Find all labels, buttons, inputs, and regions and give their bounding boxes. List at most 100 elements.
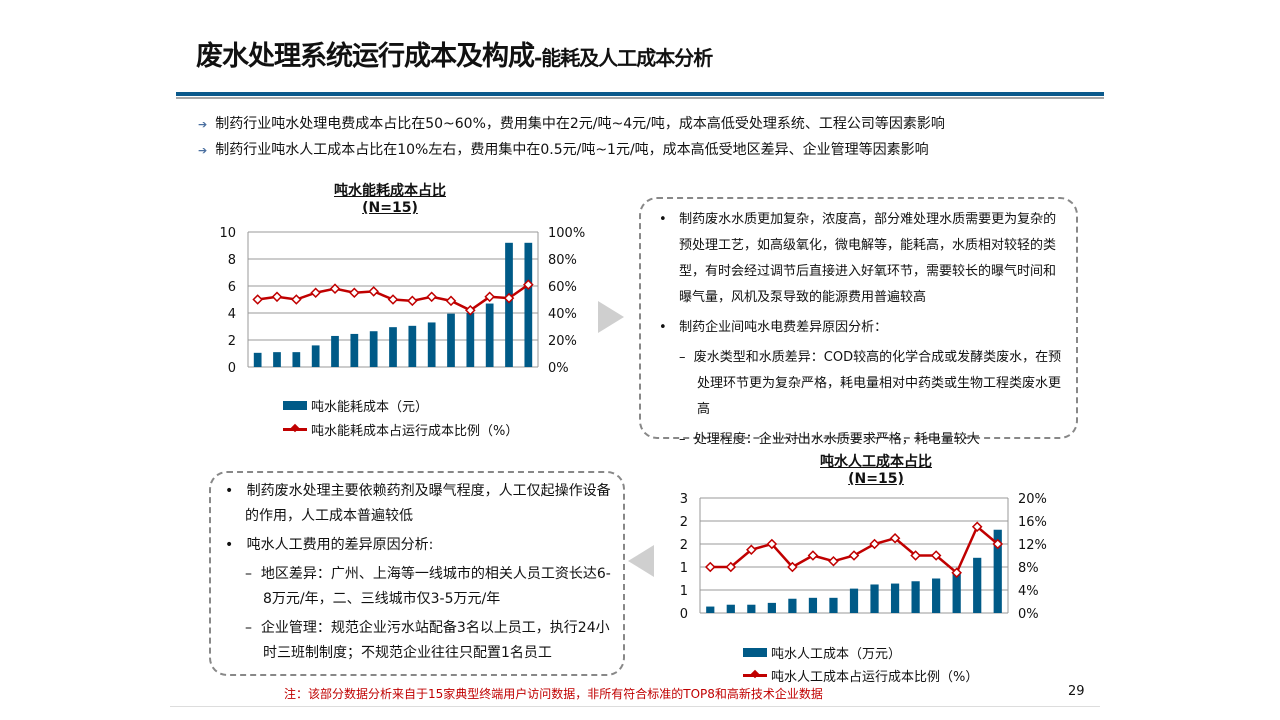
bullet-text: 废水类型和水质差异：COD较高的化学合成或发酵类废水，在预处理环节更为复杂严格，… (693, 350, 1062, 417)
legend-item: 吨水能耗成本（元） (283, 396, 428, 415)
bar (292, 352, 301, 367)
line-marker (869, 538, 880, 550)
line-marker (387, 294, 399, 305)
chart-title: 吨水能耗成本占比 (334, 183, 446, 199)
line-marker (252, 294, 263, 305)
legend-bar-swatch (283, 401, 307, 410)
line-marker (746, 544, 757, 556)
line-marker (766, 538, 778, 550)
legend-line-swatch (743, 674, 767, 677)
labor-cost-chart: 0 0% 1 4% 1 8% 2 12% 2 16% 3 20% (680, 492, 1047, 622)
y-tick-label: 1 (680, 584, 688, 599)
y2-tick-label: 12% (1018, 538, 1047, 553)
arrow-icon: ➔ (198, 118, 208, 131)
bullet-text: 制药废水水质更加复杂，浓度高，部分难处理水质需要更为复杂的预处理工艺，如高级氧化… (679, 212, 1057, 305)
legend-item: 吨水人工成本占运行成本比例（%） (743, 666, 978, 685)
line-marker (445, 295, 457, 307)
y2-tick-label: 60% (548, 280, 577, 295)
line-marker (484, 291, 495, 303)
bar (466, 313, 475, 367)
bar (505, 242, 513, 367)
legend-bar-swatch (743, 648, 767, 657)
line-marker (828, 555, 839, 567)
box-subbullet: – 处理程度：企业对出水水质要求严格，耗电量较大 (679, 432, 980, 447)
bar (932, 578, 941, 613)
bar (427, 322, 436, 367)
footnote: 注：该部分数据分析来自于15家典型终端用户访问数据，非所有符合标准的TOP8和高… (284, 687, 823, 701)
bar (447, 313, 455, 367)
line-marker (725, 561, 737, 573)
y-tick-label: 3 (680, 492, 688, 507)
y2-tick-label: 100% (548, 226, 585, 241)
box-bullet: • 制药企业间吨水电费差异原因分析： (659, 320, 888, 335)
bar (849, 588, 859, 613)
bar (350, 333, 359, 367)
bar (808, 597, 818, 613)
legend-label: 吨水人工成本占运行成本比例（%） (771, 670, 979, 685)
y-tick-label: 0 (228, 361, 236, 376)
y-tick-label: 10 (219, 226, 236, 241)
line-marker (971, 521, 983, 533)
y2-tick-label: 4% (1018, 584, 1039, 599)
bar (993, 529, 1002, 613)
bar (911, 581, 920, 613)
arrow-icon: ➔ (198, 144, 208, 157)
page-number: 29 (1068, 684, 1085, 699)
chart2-title: 吨水人工成本占比 (N=15) (776, 451, 976, 487)
line-marker (368, 286, 379, 297)
bullet-text: 吨水人工费用的差异原因分析: (246, 537, 434, 553)
arrow-right-icon (598, 301, 624, 333)
legend-label: 吨水人工成本（万元） (771, 647, 902, 662)
line-marker (407, 295, 418, 307)
y2-tick-label: 40% (548, 307, 577, 322)
y-tick-label: 1 (680, 561, 688, 576)
bar (369, 331, 378, 367)
bar (870, 584, 879, 613)
energy-cost-chart: 0 0% 2 20% 4 40% 6 60% 8 80% 10 100% (219, 226, 585, 376)
bullet-text: 处理程度：企业对出水水质要求严格，耗电量较大 (693, 432, 980, 447)
line-marker (951, 567, 962, 579)
bullet-text: 制药企业间吨水电费差异原因分析： (679, 320, 888, 335)
box-bullet: • 制药废水处理主要依赖药剂及曝气程度，人工仅起操作设备的作用，人工成本普遍较低 (225, 483, 611, 524)
bar (524, 242, 533, 367)
title-divider (176, 92, 1104, 96)
bar (747, 604, 756, 613)
bar (311, 345, 320, 367)
line-marker (910, 550, 921, 561)
line-marker (465, 304, 476, 316)
bullet-text: 地区差异：广州、上海等一线城市的相关人员工资长达6-8万元/年，二、三线城市仅3… (260, 566, 611, 607)
y-tick-label: 8 (228, 253, 236, 268)
bar (253, 352, 262, 367)
line-marker (291, 294, 302, 305)
line-marker (503, 292, 515, 304)
bullet-text: 制药行业吨水人工成本占比在10%左右，费用集中在0.5元/吨~1元/吨，成本高低… (215, 142, 929, 158)
y-tick-label: 2 (680, 538, 688, 553)
box-subbullet: – 企业管理：规范企业污水站配备3名以上员工，执行24小时三班制制度；不规范企业… (245, 620, 610, 661)
bar (706, 606, 715, 613)
chart1-title: 吨水能耗成本占比 (N=15) (290, 180, 490, 216)
bullet-text: 制药废水处理主要依赖药剂及曝气程度，人工仅起操作设备的作用，人工成本普遍较低 (245, 483, 611, 524)
y2-tick-label: 80% (548, 253, 577, 268)
title-sub: -能耗及人工成本分析 (534, 46, 713, 70)
line-marker (329, 283, 341, 295)
bar (788, 598, 797, 613)
bar (485, 303, 494, 367)
legend-line-swatch (283, 428, 307, 431)
title-main: 废水处理系统运行成本及构成 (196, 41, 535, 72)
chart-subtitle: (N=15) (848, 471, 904, 487)
box-bullet: • 制药废水水质更加复杂，浓度高，部分难处理水质需要更为复杂的预处理工艺，如高级… (659, 212, 1057, 305)
bar (973, 557, 982, 613)
line-marker (271, 291, 283, 303)
box-bullet: • 吨水人工费用的差异原因分析: (225, 537, 434, 553)
y-tick-label: 0 (680, 607, 688, 622)
arrow-left-icon (628, 545, 654, 577)
legend-item: 吨水能耗成本占运行成本比例（%） (283, 420, 518, 439)
bar (829, 597, 838, 613)
y2-tick-label: 0% (1018, 607, 1039, 622)
y-tick-label: 4 (228, 307, 236, 322)
chart-subtitle: (N=15) (362, 200, 418, 216)
bar (767, 602, 776, 613)
box-subbullet: – 废水类型和水质差异：COD较高的化学合成或发酵类废水，在预处理环节更为复杂严… (679, 350, 1062, 417)
bar (331, 335, 339, 367)
y-tick-label: 2 (680, 515, 688, 530)
